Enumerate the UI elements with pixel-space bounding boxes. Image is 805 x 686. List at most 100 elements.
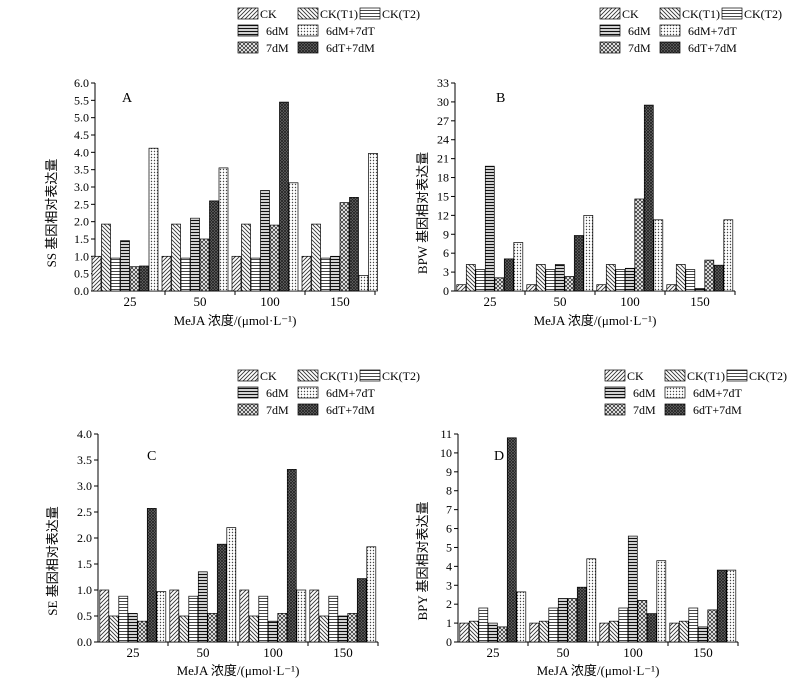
- legend-swatch: [237, 369, 259, 382]
- y-axis-label: BPW 基因相对表达量: [415, 152, 430, 274]
- bar-a-25-6dm: [120, 240, 130, 292]
- y-tick-label: 33: [437, 76, 449, 90]
- y-tick-label: 6.0: [74, 76, 89, 90]
- legend: CK CK(T1) CK(T2) 6dM 6dM+7dT 7dM 6dT+7dM: [604, 369, 787, 417]
- y-tick-label: 9: [443, 227, 449, 241]
- bar-b-150-6dm: [694, 288, 705, 292]
- x-tick-label: 25: [127, 645, 140, 660]
- y-tick-label: 6: [443, 246, 449, 260]
- legend-label: 6dT+7dM: [326, 41, 375, 55]
- legend-swatch: [297, 369, 319, 382]
- bar-c-150-6dm7dt: [366, 546, 377, 643]
- x-tick-label: 50: [554, 294, 567, 309]
- legend-label: CK(T2): [382, 369, 420, 383]
- bar-b-25-6dm7dt: [513, 242, 524, 292]
- y-tick-label: 1.5: [74, 232, 89, 246]
- panel-letter: A: [122, 91, 133, 106]
- y-tick-label: 15: [437, 189, 449, 203]
- y-tick-label: 5.5: [74, 93, 89, 107]
- x-tick-label: 25: [124, 294, 137, 309]
- legend-label: 6dM+7dT: [693, 386, 742, 400]
- bar-a-150-6dm: [330, 255, 340, 292]
- bar-d-25-6dt7dm: [506, 437, 517, 643]
- x-tick-label: 100: [620, 294, 640, 309]
- legend-swatch: [604, 369, 626, 382]
- bar-a-50-6dt7dm: [209, 200, 219, 292]
- legend: CK CK(T1) CK(T2) 6dM 6dM+7dT 7dM 6dT+7dM: [599, 7, 782, 55]
- legend-swatch: [664, 386, 686, 399]
- legend-swatch: [237, 7, 259, 20]
- legend-swatch: [659, 24, 681, 37]
- bar-d-150-ckt2: [688, 607, 699, 643]
- bar-b-50-6dm: [554, 264, 565, 292]
- y-tick-label: 2.5: [77, 505, 92, 519]
- bar-d-50-ck: [529, 622, 540, 643]
- legend-swatch: [721, 7, 743, 20]
- bar-d-25-6dm7dt: [516, 591, 527, 643]
- y-tick-label: 8: [446, 484, 452, 498]
- legend-label: CK: [260, 7, 277, 21]
- y-tick-label: 1.0: [74, 249, 89, 263]
- y-tick-label: 2.5: [74, 197, 89, 211]
- bar-b-100-ckt1: [605, 264, 616, 292]
- bar-a-50-ckt2: [180, 257, 191, 292]
- chart-panel-c: 0.0 0.5 1.0 1.5 2.0 2.5 3.0 3.5 4.0 25 50 100 150 C SE…: [45, 369, 420, 678]
- panel-letter: C: [147, 449, 156, 464]
- bar-a-100-6dm7dt: [288, 182, 299, 292]
- y-tick-label: 4: [446, 559, 452, 573]
- bar-b-25-ck: [456, 284, 467, 292]
- bar-a-150-6dt7dm: [349, 197, 359, 292]
- bar-d-50-6dm7dt: [586, 558, 597, 643]
- bar-a-50-6dm7dt: [218, 167, 229, 292]
- x-tick-label: 150: [333, 645, 353, 660]
- bar-d-150-ck: [669, 622, 680, 643]
- legend-label: 6dM+7dT: [326, 386, 375, 400]
- y-tick-label: 12: [437, 208, 449, 222]
- legend-swatch: [297, 403, 319, 416]
- x-tick-label: 50: [197, 645, 210, 660]
- bar-b-50-6dt7dm: [573, 235, 584, 292]
- y-tick-label: 2: [446, 597, 452, 611]
- legend-swatch: [237, 403, 259, 416]
- legend-swatch: [359, 7, 381, 20]
- bar-c-50-ck: [169, 589, 180, 643]
- y-axis-label: SS 基因相对表达量: [44, 159, 59, 268]
- chart-panel-a: 0.0 0.5 1.0 1.5 2.0 2.5 3.0 3.5 4.0 4.5 5.0 5.5 6.0 2…: [44, 7, 420, 328]
- bar-a-150-ckt1: [311, 223, 321, 292]
- legend-swatch: [659, 7, 681, 20]
- y-tick-label: 4.5: [74, 128, 89, 142]
- bar-b-25-ckt2: [475, 269, 486, 292]
- x-tick-label: 50: [557, 645, 570, 660]
- bar-b-100-ck: [596, 284, 607, 292]
- bar-b-100-6dm7dt: [653, 219, 664, 292]
- y-tick-label: 10: [440, 446, 452, 460]
- bar-a-25-ckt1: [101, 223, 111, 292]
- y-tick-label: 21: [437, 152, 449, 166]
- x-tick-label: 150: [693, 645, 713, 660]
- bar-d-25-7dm: [497, 626, 508, 643]
- y-tick-label: 3.0: [74, 180, 89, 194]
- bar-a-50-7dm: [199, 238, 210, 292]
- legend-swatch: [297, 386, 319, 399]
- panel-letter: B: [496, 91, 505, 106]
- bar-b-25-6dm: [484, 165, 495, 292]
- y-tick-label: 3.5: [77, 453, 92, 467]
- legend-swatch: [664, 403, 686, 416]
- bar-b-50-7dm: [564, 276, 575, 292]
- legend-swatch: [664, 369, 686, 382]
- bar-d-150-7dm: [707, 609, 718, 643]
- legend-label: CK: [260, 369, 277, 383]
- chart-panel-b: 0 3 6 9 12 15 18 21 24 27 30 33 25 50 100 150 B BPW 基因相对表…: [415, 7, 782, 328]
- legend-label: CK(T2): [749, 369, 787, 383]
- bar-d-100-ckt1: [608, 620, 619, 643]
- bar-a-25-ckt2: [110, 257, 121, 292]
- legend-label: 6dM: [628, 24, 651, 38]
- y-tick-label: 2.0: [74, 215, 89, 229]
- bar-d-150-ckt1: [678, 620, 689, 643]
- y-tick-label: 0.0: [74, 284, 89, 298]
- y-tick-label: 0: [443, 284, 449, 298]
- bar-b-150-ckt2: [685, 269, 696, 292]
- legend-swatch: [599, 41, 621, 54]
- bar-c-25-6dm7dt: [156, 591, 167, 643]
- bar-d-100-ck: [599, 622, 610, 643]
